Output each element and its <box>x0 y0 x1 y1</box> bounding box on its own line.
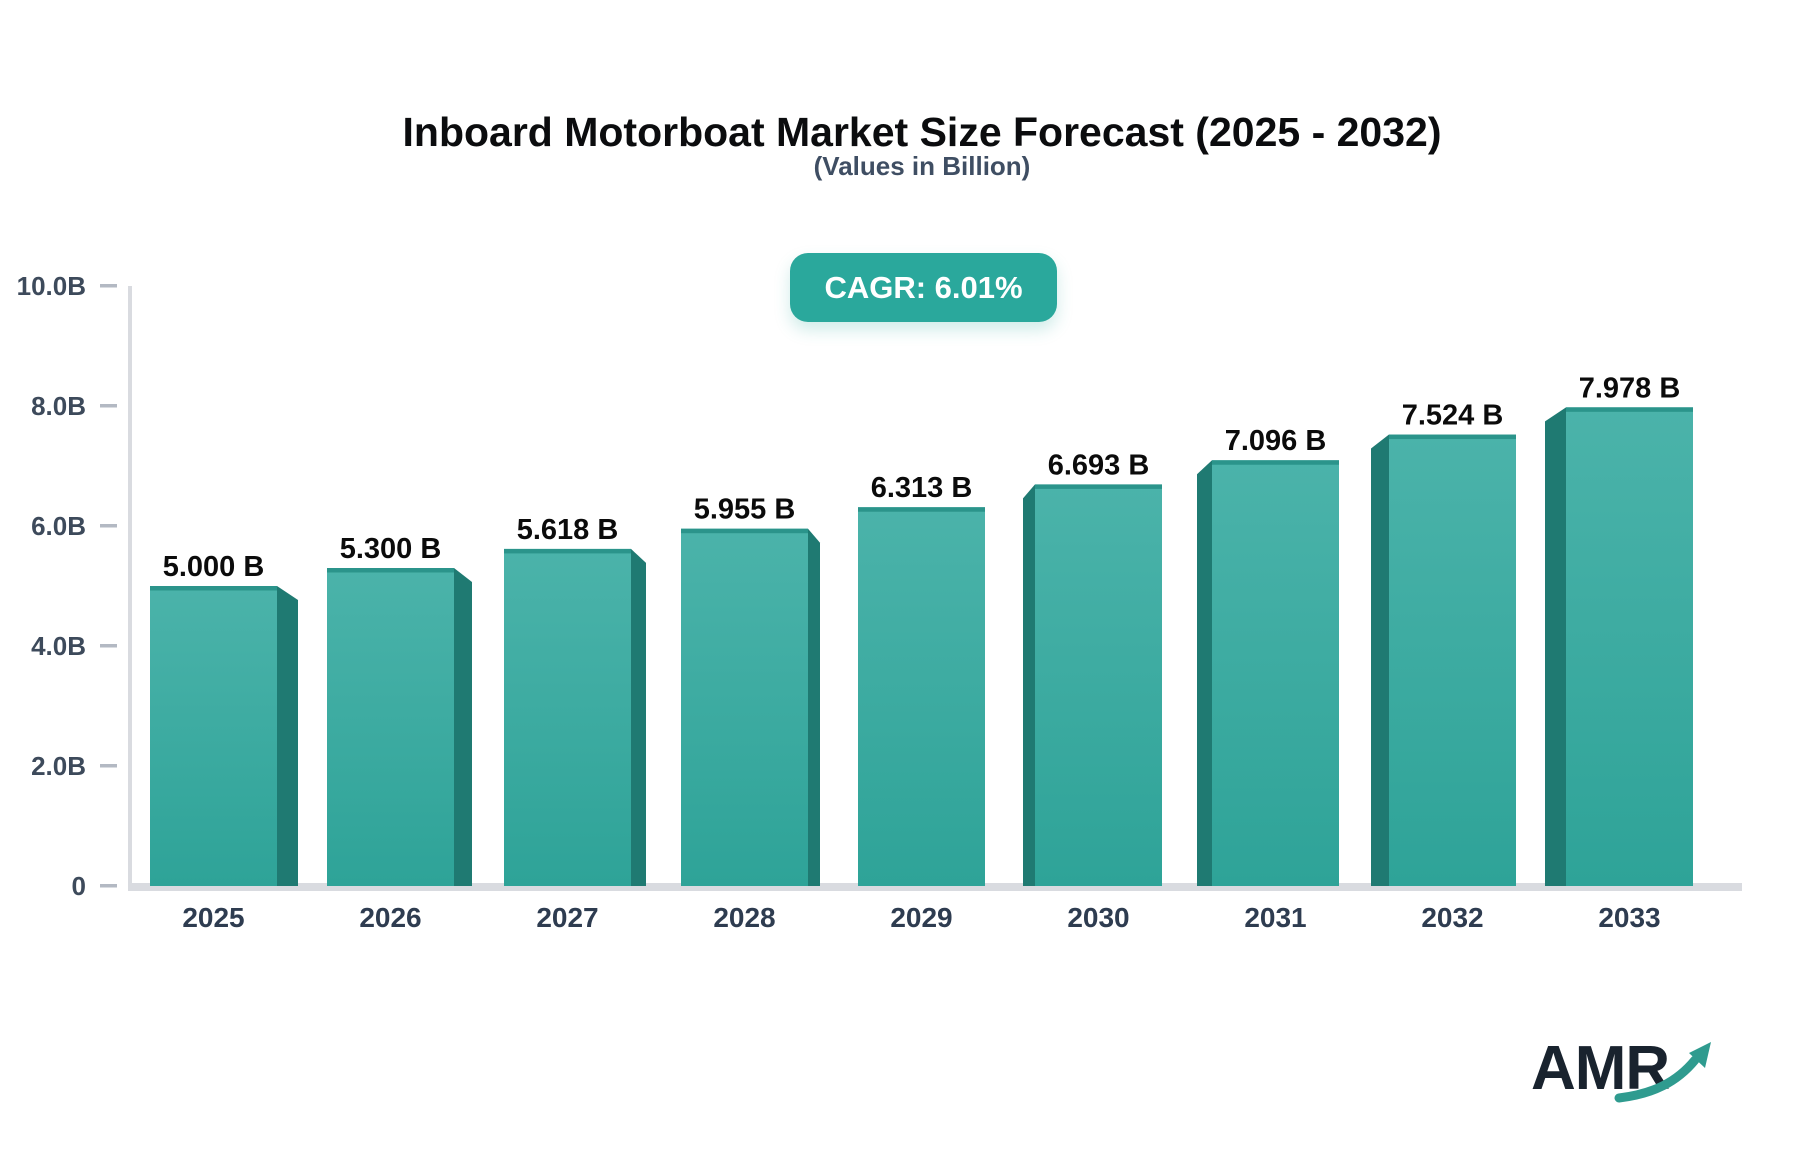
y-tick <box>100 764 117 768</box>
bar-value-label: 7.978 B <box>1579 372 1681 404</box>
y-tick-label: 4.0B <box>31 631 86 661</box>
bar-value-label: 5.300 B <box>340 533 442 565</box>
bar-side <box>1371 434 1389 886</box>
y-tick <box>100 644 117 648</box>
y-tick <box>100 284 117 288</box>
bar <box>1566 407 1693 886</box>
bar-top-edge <box>681 528 808 534</box>
bar <box>681 528 808 886</box>
bar <box>1389 434 1516 886</box>
x-axis-label: 2029 <box>890 902 952 933</box>
chart-title: Inboard Motorboat Market Size Forecast (… <box>402 109 1442 155</box>
bar <box>1035 484 1162 886</box>
bar-value-label: 6.313 B <box>871 472 973 504</box>
bar <box>858 507 985 886</box>
bar-side <box>454 568 472 886</box>
y-tick-label: 2.0B <box>31 751 86 781</box>
x-axis-label: 2031 <box>1244 902 1306 933</box>
cagr-badge-label: CAGR: 6.01% <box>824 269 1023 305</box>
bar-value-label: 5.955 B <box>694 494 796 526</box>
bar-top-edge <box>1035 484 1162 489</box>
y-tick-label: 10.0B <box>17 271 86 301</box>
bar-value-label: 7.524 B <box>1402 400 1504 432</box>
y-tick-label: 8.0B <box>31 391 86 421</box>
y-tick <box>100 404 117 408</box>
bar-top-edge <box>150 586 277 591</box>
bar <box>150 586 277 886</box>
x-axis-label: 2026 <box>359 902 421 933</box>
bar-top-edge <box>327 568 454 573</box>
amr-logo: AMR <box>1531 1038 1731 1118</box>
trending-up-arrow-icon <box>1614 1042 1711 1103</box>
bar-value-label: 6.693 B <box>1048 449 1150 481</box>
bar-top-edge <box>1212 460 1339 465</box>
bar <box>327 568 454 886</box>
x-axis-label: 2027 <box>536 902 598 933</box>
bar-side <box>277 586 298 886</box>
bar-top-edge <box>858 507 985 512</box>
x-axis-label: 2030 <box>1067 902 1129 933</box>
x-axis-label: 2033 <box>1598 902 1660 933</box>
y-axis-line <box>128 286 132 890</box>
x-axis-line <box>128 883 1742 891</box>
bar-value-label: 5.618 B <box>517 514 619 546</box>
x-axis-label: 2032 <box>1421 902 1483 933</box>
x-axis-label: 2028 <box>713 902 775 933</box>
chart-subtitle: (Values in Billion) <box>813 151 1031 181</box>
y-tick-label: 6.0B <box>31 511 86 541</box>
bar <box>504 548 631 886</box>
bar-top-edge <box>504 548 631 554</box>
bar <box>1212 460 1339 886</box>
cagr-badge: CAGR: 6.01% <box>790 253 1057 322</box>
x-axis-label: 2025 <box>182 902 244 933</box>
y-tick <box>100 524 117 528</box>
bar-side <box>1545 407 1566 886</box>
y-tick-label: 0 <box>72 871 86 901</box>
bar-top-edge <box>1389 434 1516 440</box>
y-tick <box>100 884 117 888</box>
bar-value-label: 7.096 B <box>1225 425 1327 457</box>
bar-side <box>808 528 820 886</box>
bar-side <box>631 548 646 886</box>
bar-side <box>1023 484 1035 886</box>
bar-value-label: 5.000 B <box>163 551 265 583</box>
bar-side <box>1197 460 1212 886</box>
bar-top-edge <box>1566 407 1693 412</box>
